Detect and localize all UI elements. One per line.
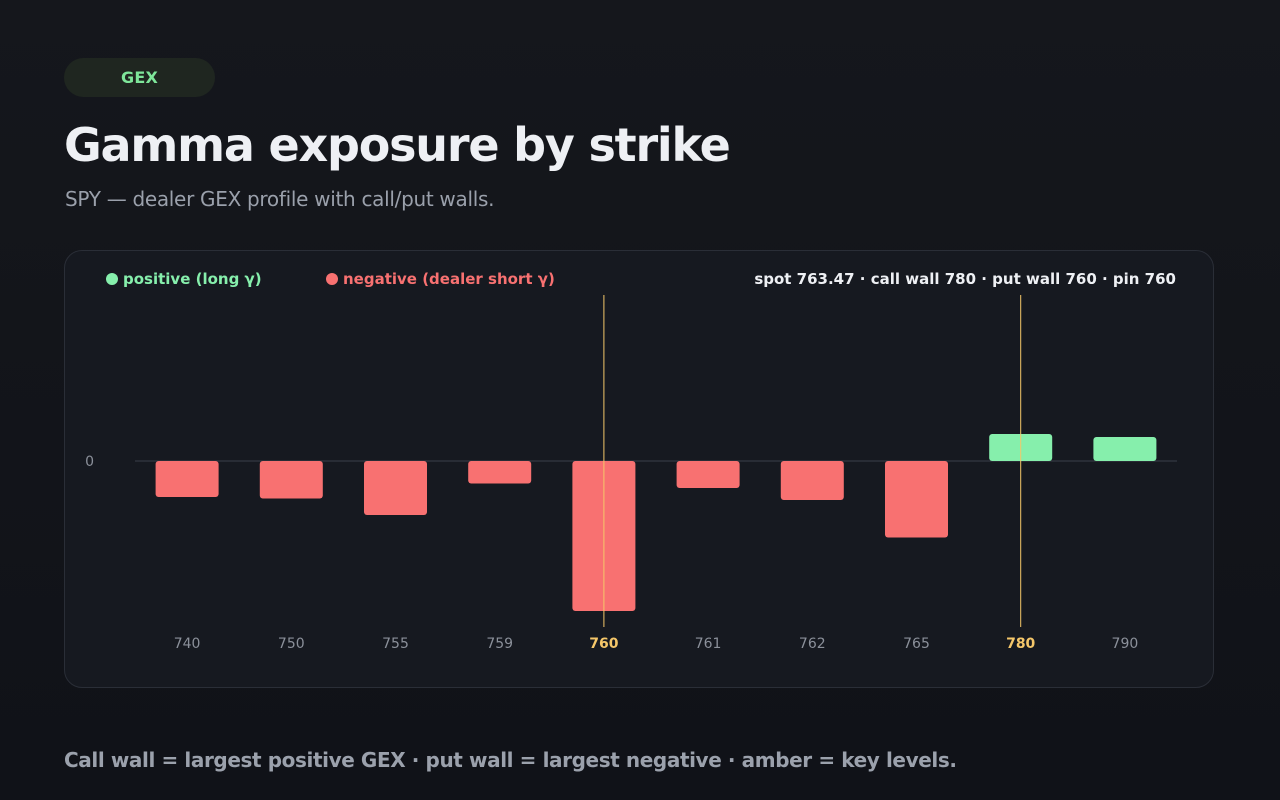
tick-label-740: 740 bbox=[174, 636, 201, 652]
bar-762 bbox=[780, 461, 844, 500]
zero-label: 0 bbox=[85, 454, 94, 470]
bar-759 bbox=[468, 461, 532, 484]
chart-panel: positive (long γ) negative (dealer short … bbox=[64, 250, 1214, 688]
legend-label: negative (dealer short γ) bbox=[343, 270, 555, 288]
tick-label-790: 790 bbox=[1112, 636, 1139, 652]
tick-label-765: 765 bbox=[903, 636, 930, 652]
bar-761 bbox=[676, 461, 740, 488]
legend-swatch bbox=[106, 273, 118, 285]
bar-790 bbox=[1093, 437, 1157, 461]
page-subtitle: SPY — dealer GEX profile with call/put w… bbox=[65, 187, 495, 211]
legend-label: positive (long γ) bbox=[123, 270, 262, 288]
tick-label-762: 762 bbox=[799, 636, 826, 652]
stats-line: spot 763.47 · call wall 780 · put wall 7… bbox=[754, 270, 1176, 288]
bar-755 bbox=[364, 461, 427, 515]
gex-badge: GEX bbox=[64, 58, 215, 97]
tick-label-761: 761 bbox=[695, 636, 722, 652]
footer-note: Call wall = largest positive GEX · put w… bbox=[64, 748, 957, 772]
legend-swatch bbox=[326, 273, 338, 285]
bar-765 bbox=[885, 461, 948, 538]
bar-740 bbox=[155, 461, 219, 497]
page-title: Gamma exposure by strike bbox=[64, 118, 731, 172]
bar-750 bbox=[259, 461, 323, 499]
tick-label-780: 780 bbox=[1006, 636, 1035, 652]
tick-label-750: 750 bbox=[278, 636, 305, 652]
gex-chart: positive (long γ) negative (dealer short … bbox=[85, 270, 1177, 652]
tick-label-760: 760 bbox=[589, 636, 618, 652]
tick-label-755: 755 bbox=[382, 636, 409, 652]
tick-label-759: 759 bbox=[486, 636, 513, 652]
